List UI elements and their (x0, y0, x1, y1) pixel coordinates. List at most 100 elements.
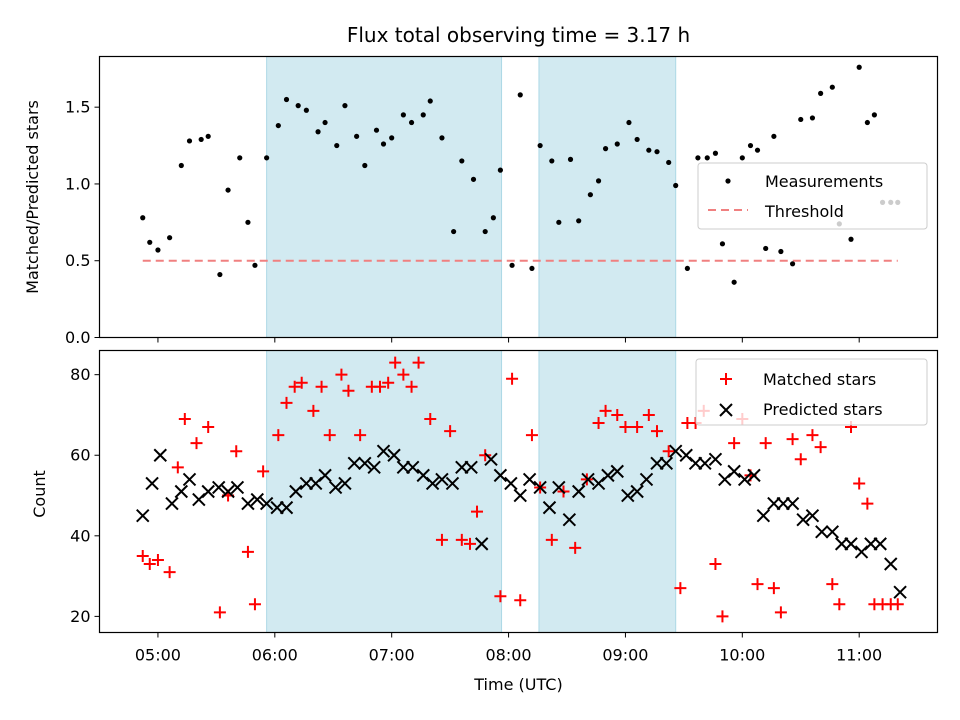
bottom-y-tick-label: 60 (70, 446, 90, 465)
matched-star-point (143, 558, 156, 571)
matched-star-point (506, 372, 519, 385)
matched-star-point (230, 445, 243, 458)
matched-star-point (471, 505, 484, 518)
matched-star-point (444, 425, 457, 438)
bottom-shaded-bands (266, 350, 677, 633)
predicted-star-point (893, 585, 907, 599)
legend-matched-marker (720, 373, 732, 385)
predicted-star-point (212, 480, 226, 495)
x-tick-label: 10:00 (719, 646, 765, 665)
matched-star-point (412, 356, 425, 369)
measurement-point (848, 236, 854, 242)
matched-star-point (136, 549, 149, 562)
matched-star-point (463, 537, 476, 550)
matched-star-point (814, 441, 827, 454)
predicted-star-point (279, 500, 294, 515)
measurement-point (509, 262, 515, 268)
predicted-star-point (727, 464, 741, 479)
x-tick-label: 11:00 (836, 646, 882, 665)
measurement-point (789, 261, 796, 267)
measurement-point (373, 127, 380, 133)
matched-star-point (619, 421, 632, 434)
top-y-tick-label: 1.5 (65, 98, 90, 117)
x-axis-label: Time (UTC) (473, 675, 562, 694)
matched-star-point (716, 610, 729, 623)
matched-star-point (202, 421, 215, 434)
bottom-x-ticks: 05:00 06:00 07:00 08:00 09:00 10:00 11:00 (135, 632, 882, 665)
predicted-star-point (250, 492, 264, 507)
top-x-ticks (157, 337, 860, 343)
measurement-point (237, 155, 243, 161)
matched-star-point (479, 449, 492, 462)
top-axes-frame (98, 55, 939, 339)
bottom-axes-frame (98, 349, 939, 634)
measurement-point (754, 147, 761, 153)
matched-star-point (272, 429, 285, 442)
predicted-star-point (445, 476, 460, 491)
predicted-star-point (165, 496, 179, 511)
predicted-star-point (533, 480, 547, 495)
matched-star-point (315, 380, 328, 393)
measurement-point (798, 116, 804, 123)
matched-star-point (728, 437, 741, 450)
measurement-point (225, 187, 231, 193)
matched-star-point (861, 497, 874, 510)
measurement-point (829, 84, 835, 90)
matched-star-point (241, 545, 254, 558)
predicted-star-point (474, 537, 489, 551)
matched-star-point (525, 429, 538, 442)
matched-star-point (382, 376, 395, 389)
predicted-star-point (796, 512, 810, 527)
measurement-point (459, 158, 465, 164)
predicted-star-point (387, 448, 401, 462)
matched-star-point (674, 582, 687, 595)
measurement-point (871, 112, 877, 118)
predicted-star-point (825, 525, 840, 539)
measurement-point (217, 271, 223, 278)
matched-star-point (323, 429, 336, 442)
bottom-y-axis-label: Count (30, 470, 49, 518)
measurement-point (549, 158, 555, 164)
measurement-point (264, 155, 270, 161)
predicted-star-point (289, 484, 303, 499)
predicted-star-point (639, 472, 654, 487)
measurement-point (763, 245, 769, 252)
matched-star-point (435, 533, 448, 546)
legend-measurement-marker (725, 178, 731, 184)
measurement-point (451, 228, 457, 235)
predicted-star-points (136, 444, 907, 599)
measurement-point (322, 119, 328, 126)
top-y-ticks: 0.0 0.5 1.0 1.5 (65, 98, 100, 347)
matched-star-point (592, 417, 605, 430)
measurement-point (420, 112, 426, 118)
chart-title: Flux total observing time = 3.17 h (347, 23, 690, 47)
legend-predicted-label: Predicted stars (763, 400, 883, 419)
matched-star-point (833, 598, 846, 611)
measurement-point (529, 265, 535, 272)
measurement-point (389, 135, 395, 141)
predicted-star-point (318, 468, 332, 483)
predicted-star-point (610, 464, 624, 479)
matched-star-point (709, 558, 722, 571)
measurement-point (646, 147, 652, 153)
predicted-star-point (756, 508, 771, 523)
measurement-point (186, 138, 193, 144)
predicted-star-point (884, 557, 898, 571)
predicted-star-point (347, 456, 361, 471)
measurement-point (684, 265, 690, 272)
matched-star-point (891, 598, 904, 611)
legend-threshold-label: Threshold (764, 202, 844, 221)
matched-star-point (280, 396, 293, 409)
predicted-star-point (338, 476, 352, 491)
x-tick-label: 07:00 (369, 646, 415, 665)
predicted-star-point (571, 484, 586, 499)
matched-star-point (405, 380, 418, 393)
legend-predicted-marker (719, 403, 733, 417)
predicted-star-point (425, 476, 440, 491)
bottom-shaded-band (266, 350, 503, 633)
predicted-star-point (542, 500, 557, 515)
matched-star-point (806, 429, 819, 442)
x-tick-label: 05:00 (135, 646, 181, 665)
predicted-star-point (201, 484, 215, 499)
